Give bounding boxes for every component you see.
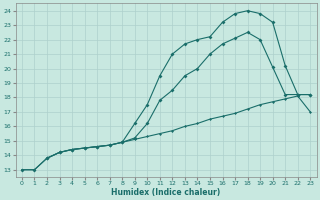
X-axis label: Humidex (Indice chaleur): Humidex (Indice chaleur) <box>111 188 221 197</box>
